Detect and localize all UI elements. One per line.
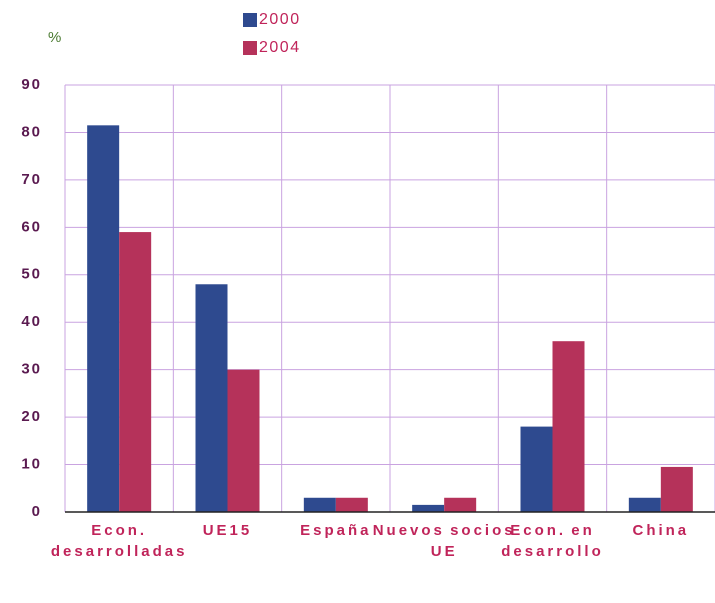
x-tick-label: China [632,522,690,539]
bar [87,125,120,513]
bar [520,426,553,512]
bar [552,341,585,512]
bar [628,497,661,512]
legend-swatch [243,13,257,27]
bar [412,504,445,512]
y-tick-label: 90 [21,76,42,93]
y-axis-label: % [48,29,61,46]
x-tick-label: Econ. en desarrollo [501,522,604,560]
bar [660,466,693,512]
legend-label: 2000 [259,11,301,28]
y-tick-label: 0 [32,503,42,520]
x-tick-label: España [300,522,372,539]
y-tick-label: 10 [21,456,42,473]
bar [195,284,228,512]
bar [444,497,477,512]
bar [335,497,368,512]
bar [303,497,336,512]
bar [227,369,260,512]
y-tick-label: 80 [21,123,42,140]
y-tick-label: 20 [21,408,42,425]
legend-swatch [243,41,257,55]
y-tick-label: 60 [21,218,42,235]
y-tick-label: 70 [21,171,42,188]
x-tick-label: Nuevos socios UE [372,522,516,560]
bar [119,232,152,513]
x-tick-label: UE15 [202,522,253,539]
legend-label: 2004 [259,39,301,56]
y-tick-label: 40 [21,313,42,330]
y-tick-label: 30 [21,361,42,378]
y-tick-label: 50 [21,266,42,283]
x-tick-label: Econ. desarrolladas [50,522,188,560]
